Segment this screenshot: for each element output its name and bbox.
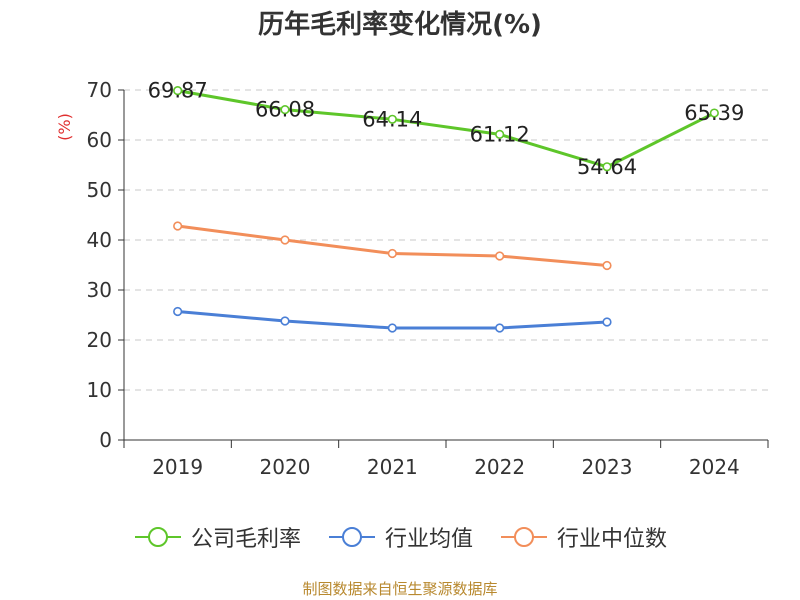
series-line — [177, 224, 608, 267]
x-tick-label: 2021 — [367, 455, 418, 479]
x-tick-label: 2023 — [582, 455, 633, 479]
legend-swatch-icon — [501, 527, 547, 547]
data-point — [387, 248, 397, 259]
legend: 公司毛利率 行业均值 行业中位数 — [0, 520, 800, 554]
y-tick-label: 10 — [87, 378, 112, 402]
data-point — [709, 108, 719, 118]
data-point — [280, 316, 290, 326]
legend-label: 行业均值 — [384, 527, 473, 552]
data-labels: 69.87 66.08 64.14 61.12 54.64 65.39 — [148, 79, 745, 179]
legend-label: 行业中位数 — [557, 527, 668, 552]
data-label: 65.39 — [684, 101, 744, 125]
data-point — [387, 323, 397, 333]
data-label: 54.64 — [577, 155, 637, 179]
legend-item[interactable]: 行业中位数 — [499, 521, 667, 553]
data-point — [280, 104, 290, 115]
chart-title: 历年毛利率变化情况(%) — [258, 10, 542, 40]
series-lines — [173, 86, 719, 333]
y-tick-label: 20 — [87, 328, 112, 352]
x-tick-label: 2022 — [474, 455, 525, 479]
data-point — [495, 251, 505, 261]
data-point — [173, 86, 183, 96]
y-axis-label: (%) — [55, 113, 74, 141]
y-tick-label: 0 — [99, 428, 112, 452]
data-point — [173, 306, 183, 317]
x-tick-label: 2019 — [152, 455, 203, 479]
gridlines — [124, 89, 768, 391]
data-point — [495, 323, 505, 333]
data-label: 64.14 — [362, 107, 422, 131]
legend-label: 公司毛利率 — [190, 527, 301, 552]
data-label: 61.12 — [470, 122, 530, 146]
series-line — [177, 89, 716, 169]
y-tick-label: 30 — [87, 278, 112, 302]
legend-swatch-icon — [328, 527, 375, 547]
axes: 0 10 20 30 40 50 60 70 (%) 2019 2020 2021 2022 2023 20… — [55, 78, 769, 479]
data-point — [280, 235, 290, 245]
y-tick-label: 40 — [87, 228, 112, 252]
x-tick-label: 2020 — [260, 455, 311, 479]
data-point — [173, 221, 183, 231]
data-point — [495, 129, 505, 139]
source-footer: 制图数据来自恒生聚源数据库 — [302, 580, 498, 598]
data-point — [602, 162, 612, 172]
y-tick-label: 50 — [87, 178, 112, 202]
legend-swatch-icon — [134, 527, 181, 547]
y-tick-label: 70 — [87, 78, 112, 102]
y-tick-label: 60 — [87, 128, 112, 152]
data-point — [387, 114, 397, 124]
legend-item[interactable]: 行业均值 — [327, 521, 473, 553]
legend-item[interactable]: 公司毛利率 — [133, 521, 301, 553]
x-tick-label: 2024 — [689, 455, 740, 479]
data-point — [602, 260, 612, 271]
data-label: 69.87 — [148, 79, 208, 103]
data-point — [602, 317, 612, 327]
data-label: 66.08 — [255, 98, 315, 122]
